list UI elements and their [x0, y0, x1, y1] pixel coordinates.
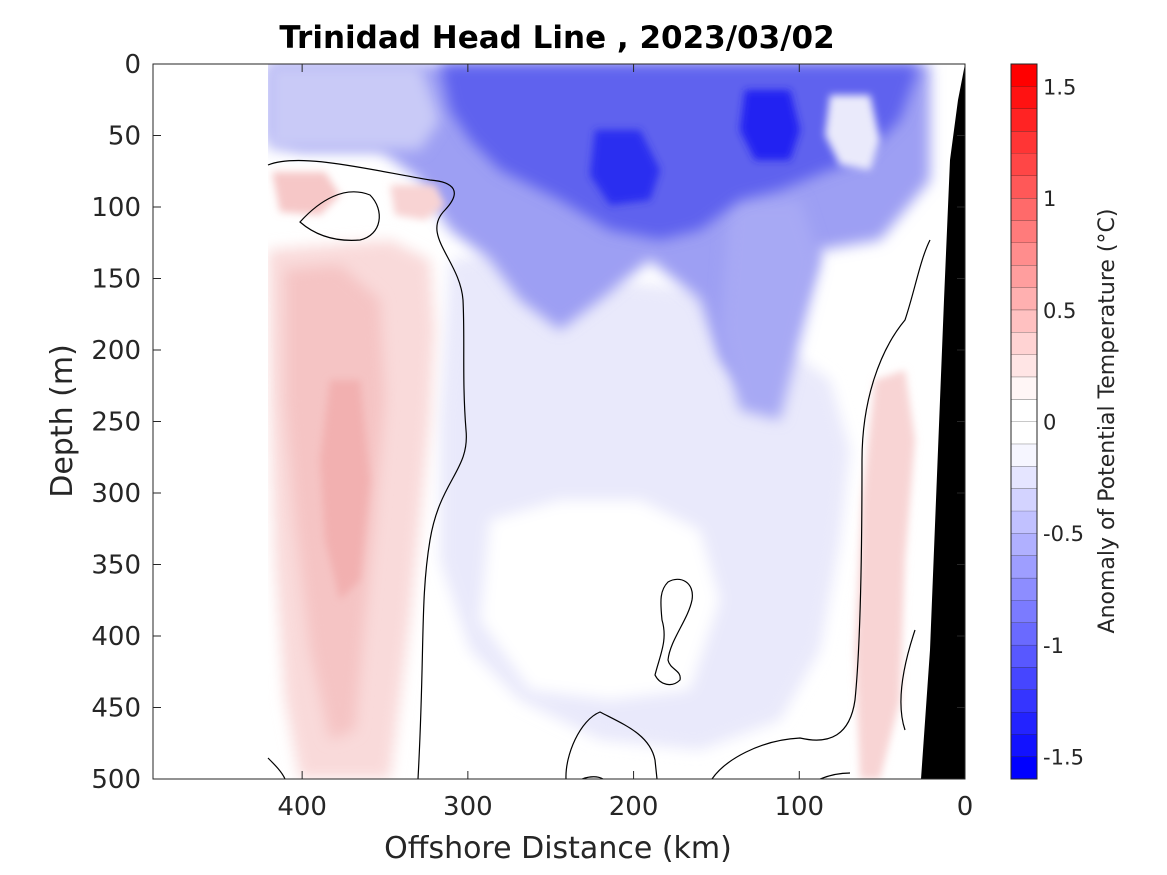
surface-cold-layer-outer: [268, 64, 440, 150]
y-tick-label: 500: [91, 765, 141, 795]
zero-contour-bottom-left: [267, 757, 286, 779]
y-tick-label: 300: [91, 479, 141, 509]
colorbar-segment: [1011, 689, 1037, 712]
colorbar: -1.5 -1 -0.5 0 0.5 1 1.5: [1010, 63, 1084, 780]
colorbar-tick-label: -1: [1043, 634, 1064, 658]
warm-core: [320, 380, 370, 600]
colorbar-segment: [1011, 488, 1037, 511]
y-tick-label: 250: [91, 408, 141, 438]
x-tick-label: 0: [957, 792, 974, 822]
anomaly-field: [153, 64, 965, 779]
colorbar-segment: [1011, 555, 1037, 578]
x-tick-label: 100: [774, 792, 824, 822]
zero-contour-figure-eight: [654, 578, 693, 686]
zero-contour-bottom-east: [819, 772, 851, 779]
y-tick-label: 400: [91, 622, 141, 652]
colorbar-segment: [1011, 533, 1037, 556]
colorbar-tick-label: -0.5: [1043, 522, 1084, 546]
zero-contour-bottom-right: [711, 239, 931, 779]
colorbar-segment: [1011, 332, 1037, 355]
colorbar-segment: [1011, 577, 1037, 601]
colorbar-segment: [1011, 354, 1037, 377]
colorbar-segment: [1011, 600, 1037, 623]
nearshore-warm-strip: [855, 370, 915, 779]
zero-contours: [267, 159, 931, 779]
colorbar-frame: [1010, 63, 1038, 780]
y-tick-label: 350: [91, 551, 141, 581]
strong-cold-layer: [440, 64, 920, 240]
colorbar-segment: [1011, 376, 1037, 400]
colorbar-tick-label: 0.5: [1043, 299, 1076, 323]
zero-contour-bottom: [565, 711, 658, 779]
colorbar-segment: [1011, 734, 1037, 757]
colorbar-segment: [1011, 466, 1037, 489]
colorbar-segment: [1011, 510, 1037, 534]
plot-area: 400 300 200 100 0 0 50 100 150 200 250 300 350 400 450…: [91, 50, 973, 822]
colorbar-segment: [1011, 667, 1037, 690]
colorbar-segment: [1011, 265, 1037, 288]
colorbar-segment: [1011, 198, 1037, 221]
colorbar-segment: [1011, 622, 1037, 645]
neutral-patch: [480, 500, 720, 700]
no-data-west: [153, 64, 268, 779]
colorbar-segment: [1011, 86, 1037, 109]
bathymetry-shelf: [921, 64, 965, 779]
y-axis-label: Depth (m): [45, 344, 80, 498]
x-tick-label: 300: [443, 792, 493, 822]
colorbar-segment: [1011, 644, 1037, 668]
colorbar-tick-label: 0: [1043, 411, 1056, 435]
colorbar-segment: [1011, 443, 1037, 467]
y-tick-label: 100: [91, 193, 141, 223]
colorbar-segment: [1011, 421, 1037, 444]
colorbar-label: Anomaly of Potential Temperature (°C): [1095, 209, 1120, 634]
zero-contour-bottom-small: [581, 776, 604, 779]
x-tick-label: 400: [277, 792, 327, 822]
zero-contour-main: [267, 159, 467, 779]
colorbar-segment: [1011, 64, 1037, 87]
cold-tongue: [720, 200, 820, 420]
colorbar-segment: [1011, 153, 1037, 176]
colorbar-segment: [1011, 242, 1037, 266]
cold-core-west: [590, 130, 660, 205]
colorbar-segment: [1011, 287, 1037, 310]
chart-title: Trinidad Head Line , 2023/03/02: [279, 20, 834, 56]
colorbar-segment: [1011, 756, 1037, 779]
axis-ticks: 400 300 200 100 0 0 50 100 150 200 250 300 350 400 450…: [91, 50, 973, 822]
colorbar-segment: [1011, 399, 1037, 422]
colorbar-tick-label: 1: [1043, 187, 1056, 211]
zero-contour-loop: [299, 191, 380, 241]
cold-core-east: [740, 90, 800, 160]
zero-contour-nearshore: [900, 629, 916, 731]
data-domain: [153, 64, 930, 779]
colorbar-tick-label: -1.5: [1043, 746, 1084, 770]
y-tick-label: 450: [91, 694, 141, 724]
warm-patch-upper-east: [390, 185, 445, 220]
y-tick-label: 200: [91, 336, 141, 366]
colorbar-segment: [1011, 309, 1037, 333]
y-tick-label: 150: [91, 265, 141, 295]
y-tick-label: 50: [108, 122, 141, 152]
warm-nearshore-surface: [825, 95, 880, 170]
colorbar-segment: [1011, 220, 1037, 243]
colorbar-segment: [1011, 175, 1037, 199]
y-tick-label: 0: [124, 50, 141, 80]
x-axis-label: Offshore Distance (km): [384, 831, 732, 866]
x-tick-label: 200: [609, 792, 659, 822]
colorbar-segment: [1011, 108, 1037, 132]
colorbar-segment: [1011, 131, 1037, 154]
colorbar-tick-label: 1.5: [1043, 75, 1076, 99]
warm-patch-upper-west: [272, 172, 340, 215]
colorbar-segment: [1011, 711, 1037, 735]
